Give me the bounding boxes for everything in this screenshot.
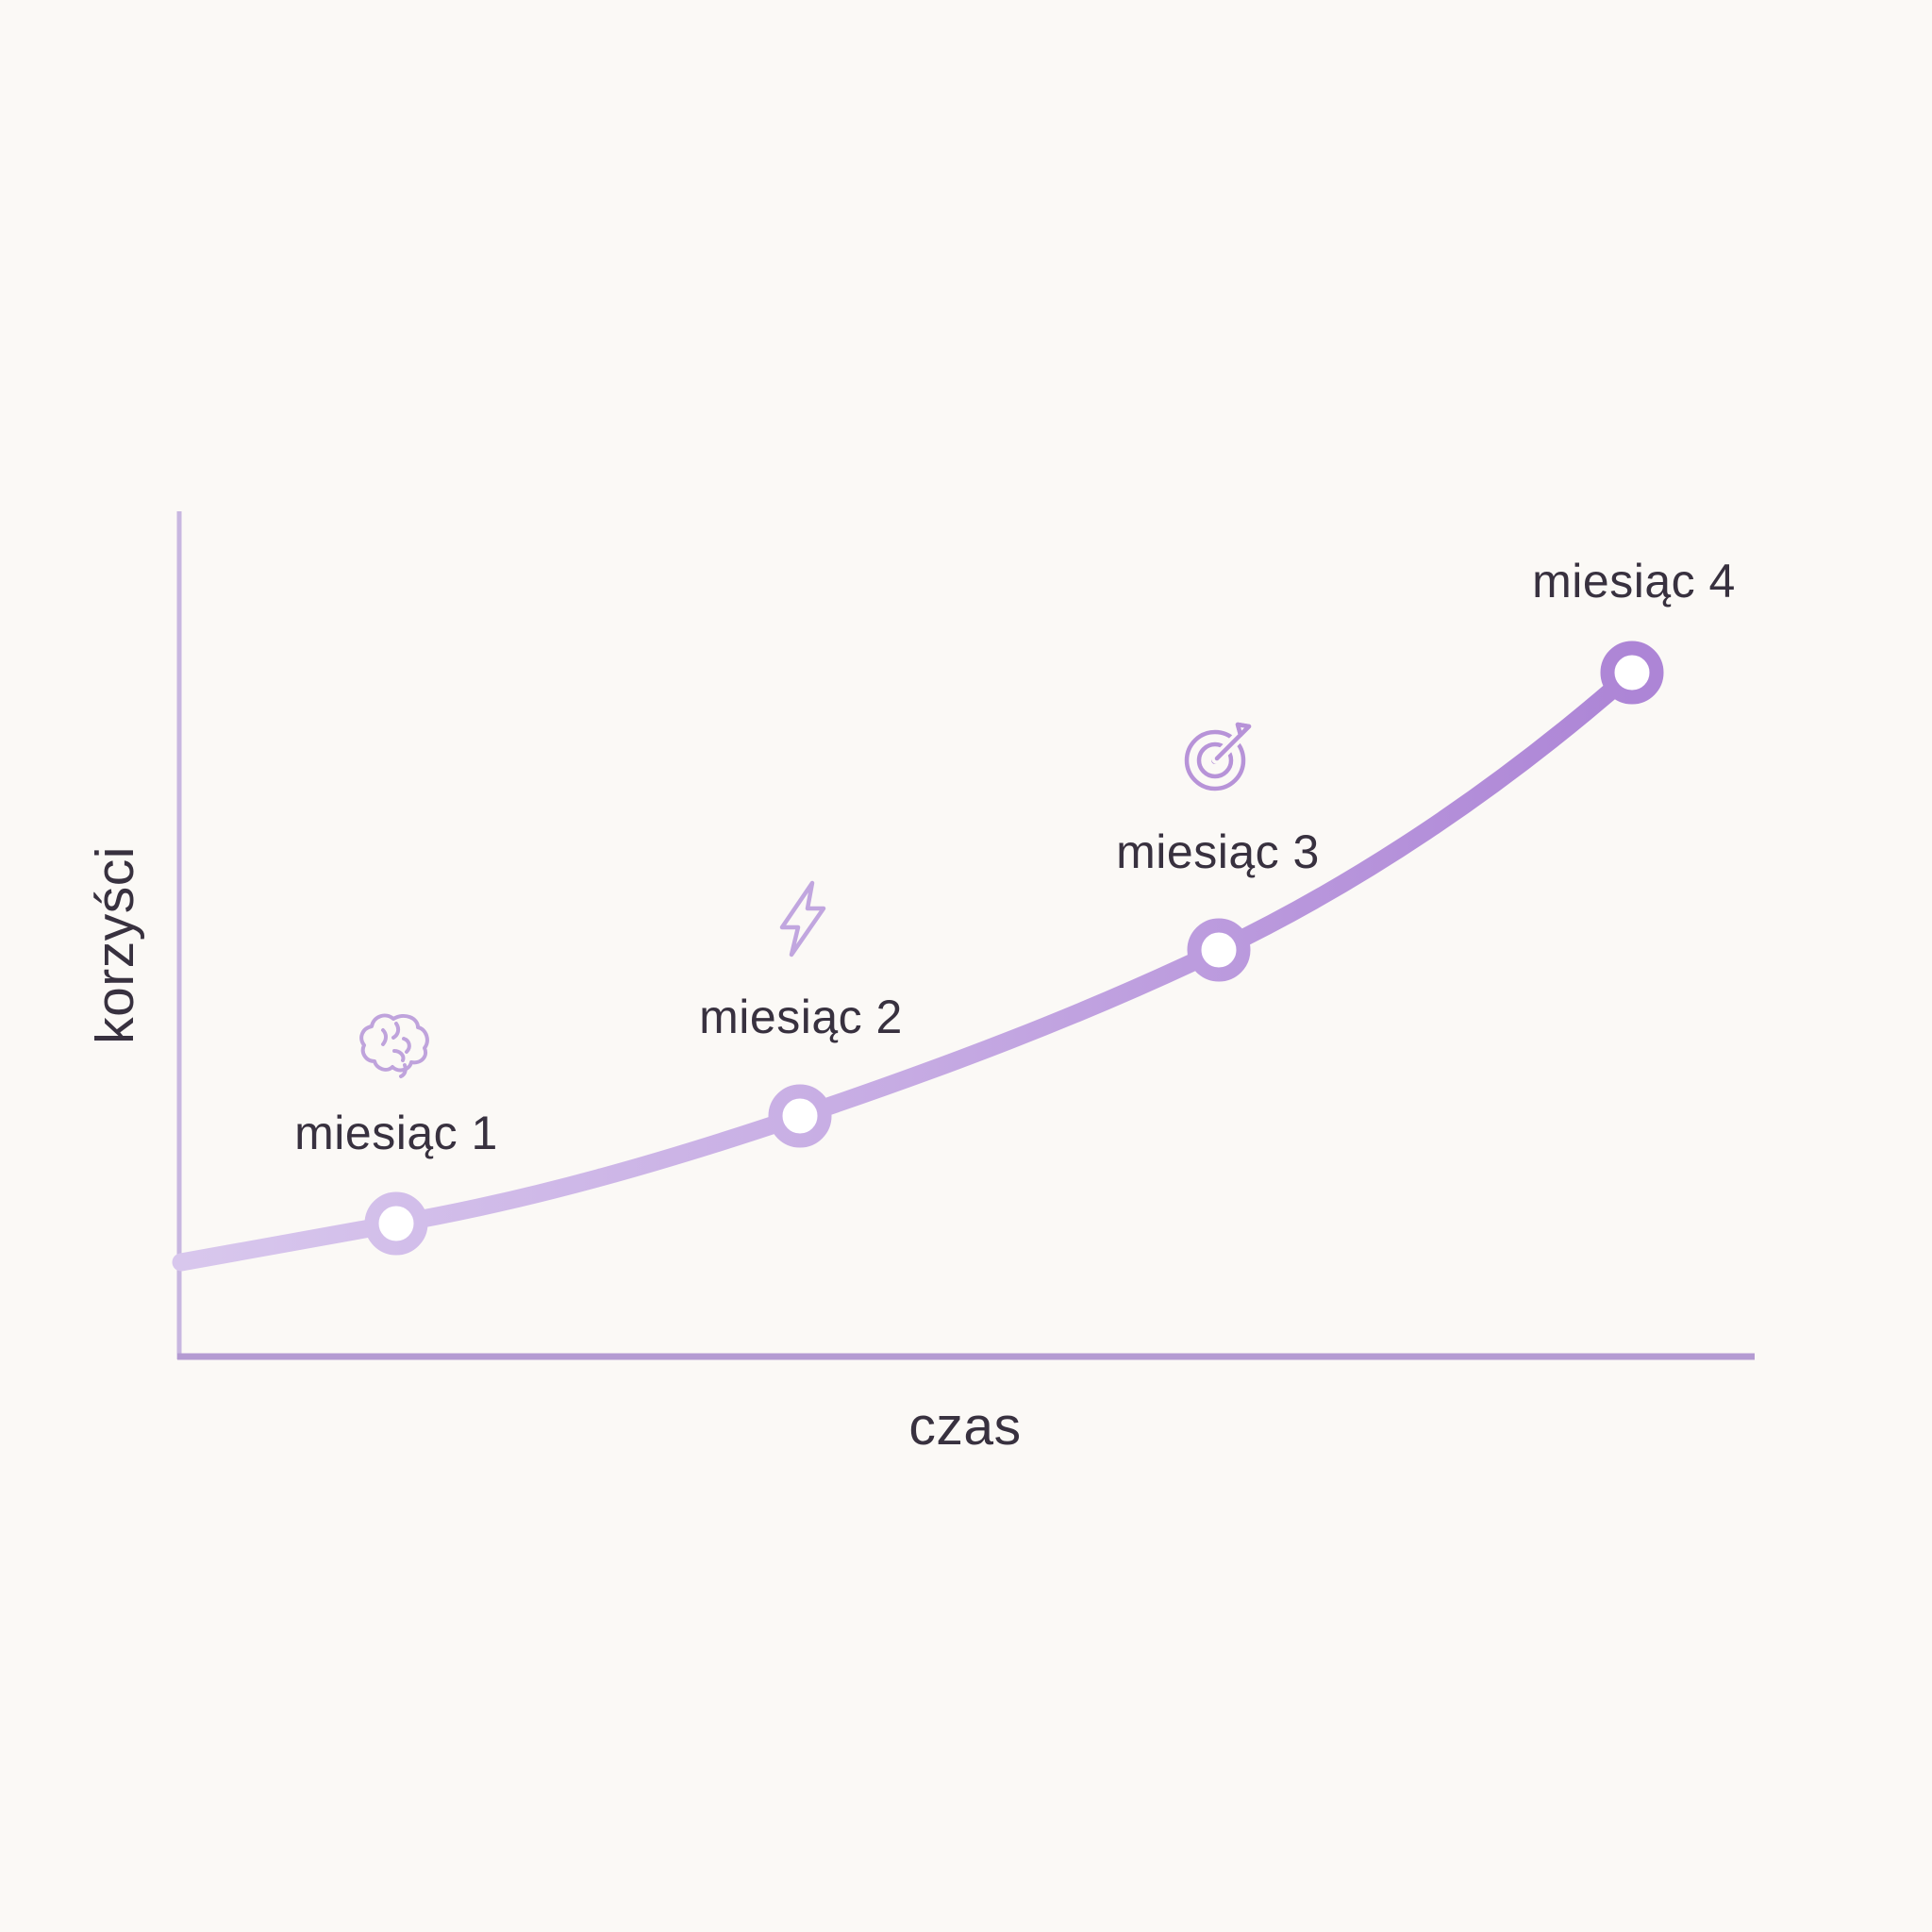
data-point-markers: [364, 641, 1664, 1256]
marker-month-3: [1187, 918, 1251, 982]
point-label-month-3: miesiąc 3: [1116, 825, 1320, 878]
point-label-month-2: miesiąc 2: [699, 991, 903, 1043]
point-label-month-4: miesiąc 4: [1532, 555, 1736, 608]
lightning-icon: [779, 880, 826, 958]
marker-month-2: [768, 1084, 832, 1148]
marker-month-4: [1600, 641, 1664, 705]
point-label-month-1: miesiąc 1: [294, 1107, 498, 1159]
benefits-curve: [172, 663, 1641, 1272]
x-axis-label: czas: [908, 1396, 1022, 1457]
marker-month-1: [364, 1191, 428, 1256]
y-axis-label: korzyści: [85, 846, 145, 1044]
target-icon: [1184, 722, 1252, 791]
brain-icon: [359, 1013, 429, 1078]
